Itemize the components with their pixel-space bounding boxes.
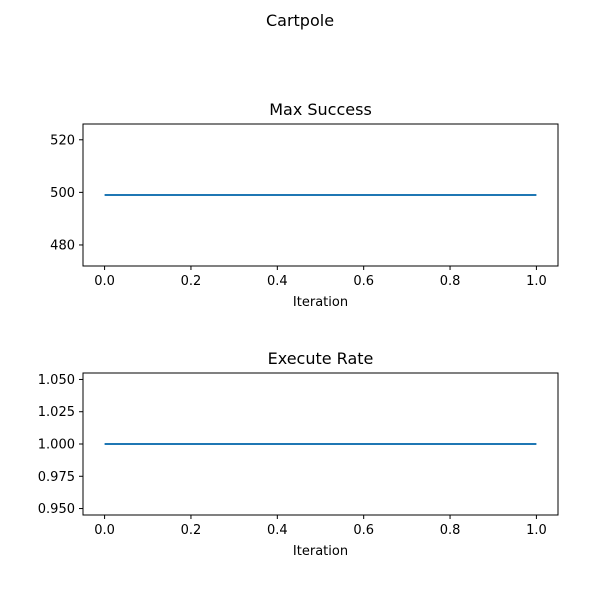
x-tick-label: 0.6 [353, 523, 374, 538]
y-tick-label: 0.950 [38, 502, 75, 517]
plot-frame [82, 123, 559, 267]
chart-1: Execute Rate 0.0 0.2 0.4 0.6 0.8 1.0 0.950 0.975… [38, 349, 559, 559]
y-tick-label: 1.050 [38, 373, 75, 388]
x-tick-label: 0.4 [267, 523, 288, 538]
x-tick-label: 0.6 [353, 274, 374, 289]
y-tick-label: 520 [50, 133, 75, 148]
x-tick-label: 0.8 [440, 523, 461, 538]
figure-title: Cartpole [266, 11, 334, 30]
x-axis-label: Iteration [293, 544, 348, 559]
x-tick-label: 0.2 [181, 523, 202, 538]
y-tick-label: 1.000 [38, 438, 75, 453]
x-tick-label: 0.2 [181, 274, 202, 289]
y-tick-label: 500 [50, 186, 75, 201]
chart-title: Execute Rate [268, 349, 374, 368]
x-tick-label: 1.0 [526, 274, 547, 289]
x-tick-label: 0.4 [267, 274, 288, 289]
x-tick-label: 0.0 [94, 523, 115, 538]
chart-title: Max Success [269, 100, 372, 119]
y-tick-label: 480 [50, 238, 75, 253]
x-axis-label: Iteration [293, 295, 348, 310]
x-tick-label: 0.8 [440, 274, 461, 289]
chart-0: Max Success 0.0 0.2 0.4 0.6 0.8 1.0 480 500 520 It… [50, 100, 559, 310]
x-tick-label: 0.0 [94, 274, 115, 289]
x-tick-label: 1.0 [526, 523, 547, 538]
y-tick-label: 0.975 [38, 470, 75, 485]
y-tick-label: 1.025 [38, 405, 75, 420]
